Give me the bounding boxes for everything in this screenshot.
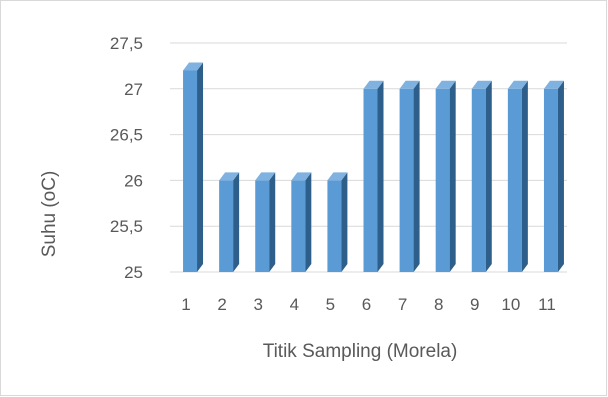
y-tick-label: 27 xyxy=(124,80,143,99)
bar xyxy=(291,172,312,272)
y-tick-label: 25,5 xyxy=(110,217,143,236)
bar xyxy=(327,172,348,272)
x-tick-label: 1 xyxy=(181,295,190,314)
y-tick-labels: 25 25,5 26 26,5 27 27,5 xyxy=(110,34,143,282)
x-tick-label: 5 xyxy=(326,295,335,314)
bar xyxy=(507,80,528,272)
y-tick-label: 25 xyxy=(124,263,143,282)
bar xyxy=(399,80,420,272)
bar xyxy=(363,80,384,272)
bar xyxy=(471,80,492,272)
x-axis-title: Titik Sampling (Morela) xyxy=(263,341,458,362)
bar xyxy=(435,80,456,272)
bars xyxy=(183,62,564,273)
x-tick-label: 6 xyxy=(362,295,371,314)
x-tick-labels: 1 2 3 4 5 6 7 8 9 10 11 xyxy=(181,295,555,314)
x-tick-label: 4 xyxy=(290,295,299,314)
bar xyxy=(219,172,240,272)
bar xyxy=(543,80,564,272)
y-axis-title: Suhu (oC) xyxy=(39,171,60,258)
x-tick-label: 9 xyxy=(470,295,479,314)
y-tick-label: 26 xyxy=(124,171,143,190)
x-tick-label: 2 xyxy=(217,295,226,314)
x-tick-label: 3 xyxy=(253,295,262,314)
bar xyxy=(255,172,276,272)
x-tick-label: 10 xyxy=(501,295,520,314)
bar xyxy=(183,62,204,273)
x-tick-label: 7 xyxy=(398,295,407,314)
y-tick-label: 27,5 xyxy=(110,34,143,53)
x-tick-label: 11 xyxy=(538,295,556,314)
x-tick-label: 8 xyxy=(434,295,443,314)
y-tick-label: 26,5 xyxy=(110,126,143,145)
